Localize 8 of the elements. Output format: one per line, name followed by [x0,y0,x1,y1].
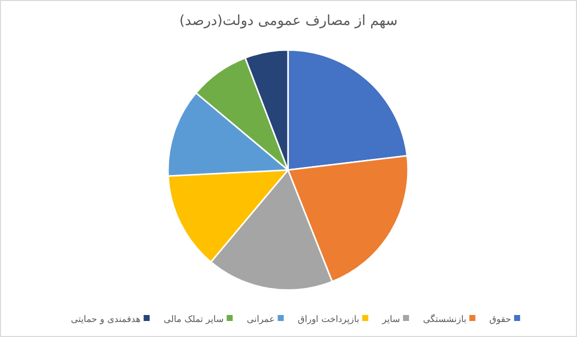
legend-label: بازنشستگی [423,313,466,325]
legend-label: هدفمندی و حمایتی [70,315,141,325]
legend-label: سایر تملک مالی [164,315,224,325]
legend-label: سایر [381,315,400,325]
legend-label: بازپرداخت اوراق [298,315,360,325]
legend-label: عمرانی [246,315,275,325]
chart-title: سهم از مصارف عمومی دولت(درصد) [179,13,398,29]
legend-label: حقوق [489,315,512,325]
